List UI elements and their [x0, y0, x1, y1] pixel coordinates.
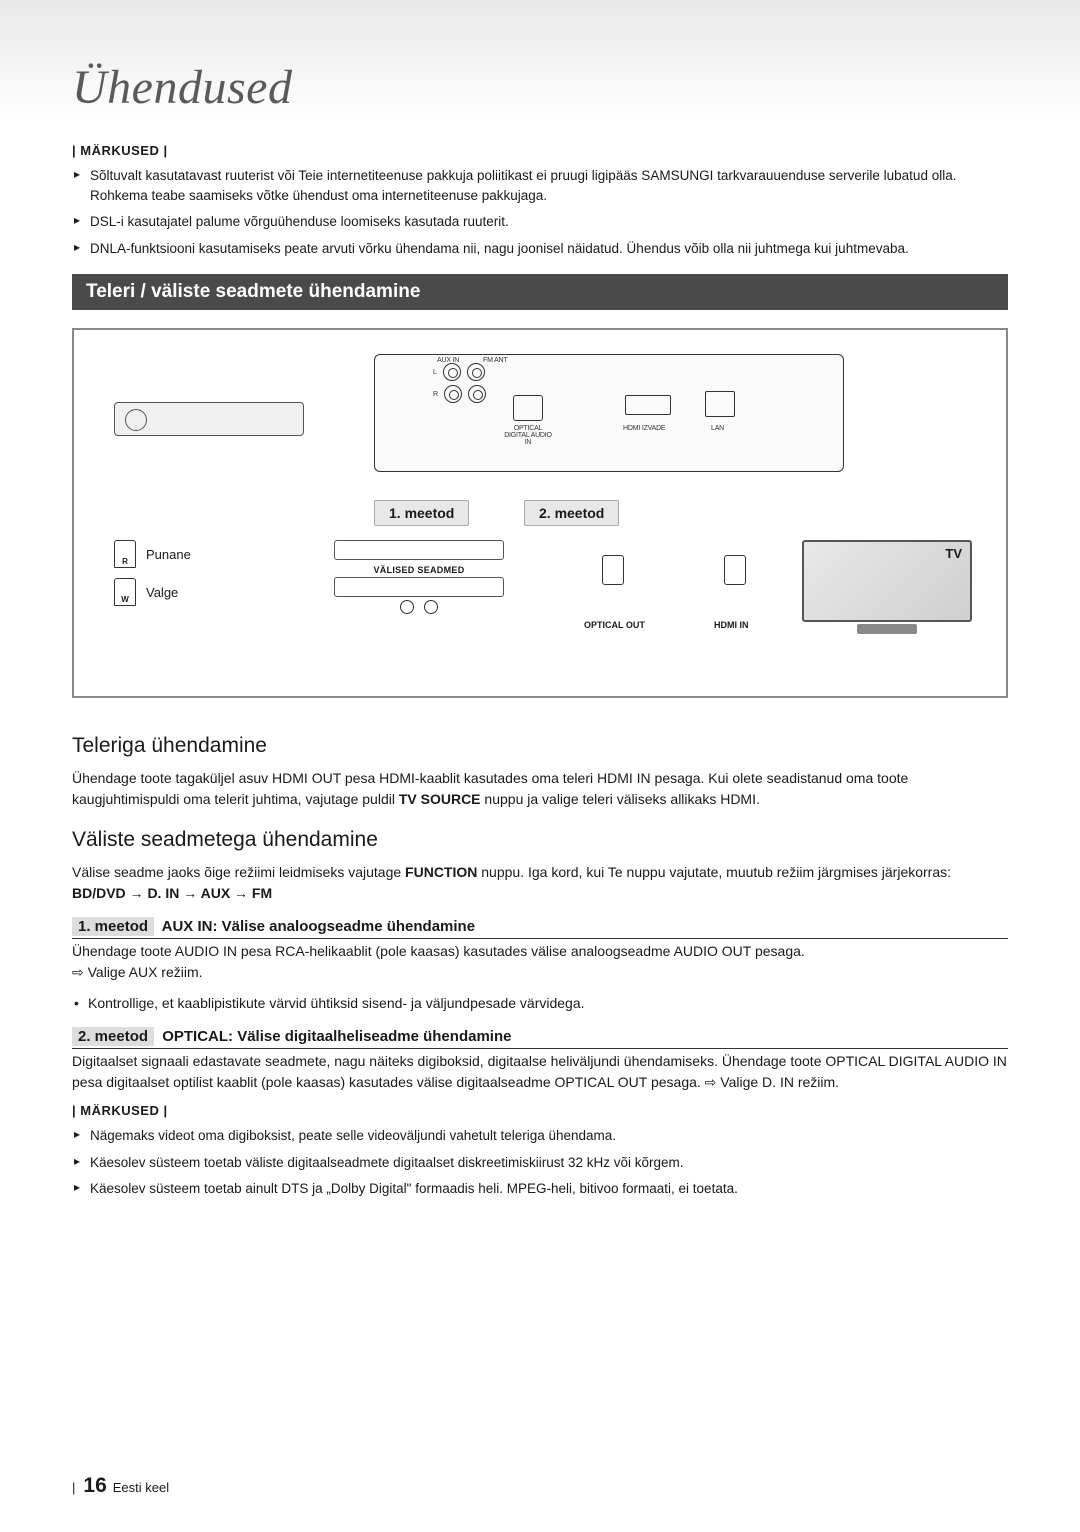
method1-bullets: Kontrollige, et kaablipistikute värvid ü… — [72, 993, 1008, 1014]
device-rear-panel: AUX IN FM ANT L R OPTICAL DIGITAL AUDIO … — [374, 354, 844, 472]
optical-plug-icon — [602, 555, 624, 585]
method2-para: Digitaalset signaali edastavate seadmete… — [72, 1051, 1008, 1093]
fm-ant-label: FM ANT — [483, 357, 507, 364]
section2-heading: Väliste seadmetega ühendamine — [72, 828, 1008, 852]
r-label: R — [433, 391, 438, 398]
section1-para: Ühendage toote tagaküljel asuv HDMI OUT … — [72, 768, 1008, 810]
method2-tag: 2. meetod — [524, 500, 619, 526]
l-label: L — [433, 369, 437, 376]
method1-tag: 1. meetod — [374, 500, 469, 526]
top-notes-list: Sõltuvalt kasutatavast ruuterist või Tei… — [72, 166, 1008, 258]
device-front — [114, 402, 304, 436]
bullet-item: Kontrollige, et kaablipistikute värvid ü… — [72, 993, 1008, 1014]
tv-label: TV — [945, 546, 962, 561]
plug-red-label: Punane — [146, 547, 191, 562]
footer-lang: Eesti keel — [113, 1480, 169, 1495]
note-item: DSL-i kasutajatel palume võrguühenduse l… — [72, 212, 1008, 232]
page-footer: | 16 Eesti keel — [72, 1474, 169, 1498]
note-item: Käesolev süsteem toetab väliste digitaal… — [72, 1153, 1008, 1173]
tv-device: TV — [802, 540, 972, 655]
hdmi-port — [625, 395, 671, 415]
lan-port — [705, 391, 735, 417]
page-title: Ühendused — [72, 60, 1008, 115]
optical-out-label: OPTICAL OUT — [584, 620, 645, 630]
method2-heading: 2. meetod OPTICAL: Välise digitaalhelise… — [72, 1028, 1008, 1049]
bottom-notes-list: Nägemaks videot oma digiboksist, peate s… — [72, 1126, 1008, 1199]
connection-diagram: AUX IN FM ANT L R OPTICAL DIGITAL AUDIO … — [72, 328, 1008, 698]
hdmi-plug-icon — [724, 555, 746, 585]
page-number: 16 — [83, 1474, 106, 1498]
lan-label: LAN — [711, 425, 724, 432]
optical-port — [513, 395, 543, 421]
section-bar: Teleri / väliste seadmete ühendamine — [72, 274, 1008, 310]
section2-para: Välise seadme jaoks õige režiimi leidmis… — [72, 862, 1008, 904]
optical-label: OPTICAL DIGITAL AUDIO IN — [503, 425, 553, 446]
plug-white-label: Valge — [146, 585, 178, 600]
external-device: VÄLISED SEADMED — [334, 540, 504, 640]
section1-heading: Teleriga ühendamine — [72, 734, 1008, 758]
notes-label-top: | MÄRKUSED | — [72, 143, 1008, 158]
method1-para: Ühendage toote AUDIO IN pesa RCA-helikaa… — [72, 941, 1008, 983]
notes-label-bottom: | MÄRKUSED | — [72, 1103, 1008, 1118]
note-item: Käesolev süsteem toetab ainult DTS ja „D… — [72, 1179, 1008, 1199]
plug-red-icon: R — [114, 540, 136, 568]
hdmi-out-label: HDMI IZVADE — [623, 425, 665, 432]
ext-device-label: VÄLISED SEADMED — [373, 565, 464, 575]
note-item: DNLA-funktsiooni kasutamiseks peate arvu… — [72, 239, 1008, 259]
plug-white-icon: W — [114, 578, 136, 606]
note-item: Sõltuvalt kasutatavast ruuterist või Tei… — [72, 166, 1008, 205]
method1-heading: 1. meetod AUX IN: Välise analoogseadme ü… — [72, 918, 1008, 939]
hdmi-in-label: HDMI IN — [714, 620, 749, 630]
note-item: Nägemaks videot oma digiboksist, peate s… — [72, 1126, 1008, 1146]
rca-plugs: R Punane W Valge — [114, 540, 191, 606]
